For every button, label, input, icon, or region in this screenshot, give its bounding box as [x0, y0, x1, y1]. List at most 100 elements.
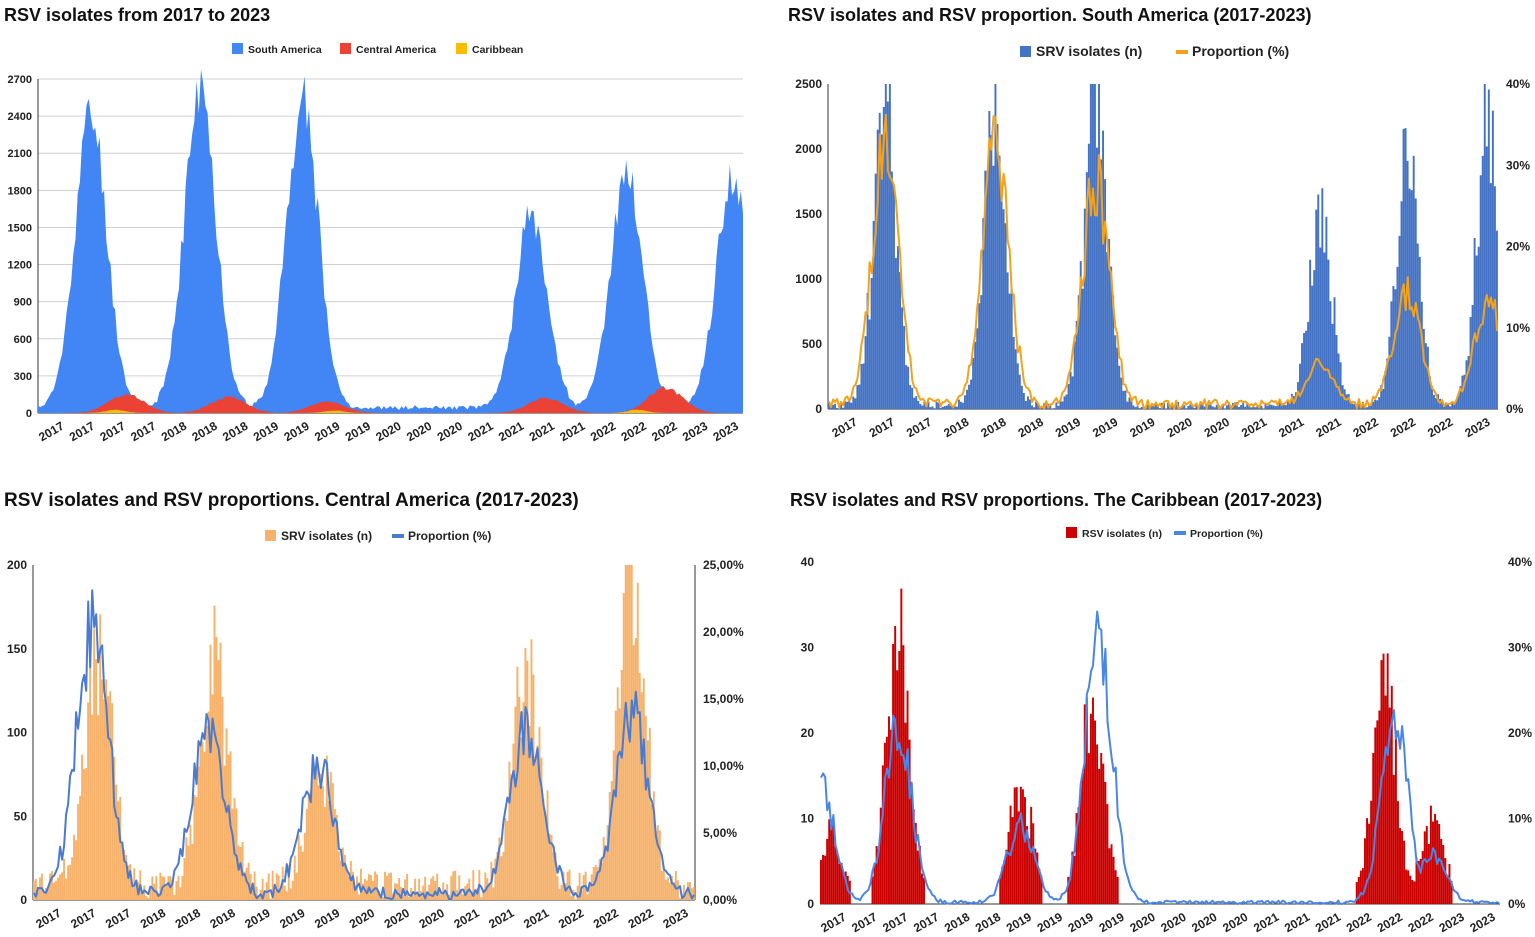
chart-svg: 0 500 1000 1500 2000 2500 0% 10% 20% 30% 40% 2017 20… [795, 43, 1530, 441]
y-tick-label: 900 [14, 297, 32, 309]
y-tick-label: 2100 [8, 148, 32, 160]
x-tick-label: 2021 [1313, 910, 1343, 936]
x-tick-label: 2023 [711, 419, 741, 445]
x-tick-label: 2017 [867, 415, 897, 441]
y-tick-label: 2500 [795, 77, 822, 91]
x-tick-label: 2022 [619, 419, 649, 445]
x-tick-label: 2022 [1406, 910, 1436, 936]
x-tick-label: 2021 [1282, 910, 1312, 936]
x-tick-label: 2023 [1467, 910, 1497, 936]
x-tick-label: 2020 [1202, 415, 1232, 441]
x-tick-label: 2022 [1388, 415, 1418, 441]
x-tick-label: 2019 [1066, 910, 1096, 936]
y2-tick-label: 0% [1506, 402, 1524, 416]
x-tick-label: 2017 [103, 906, 133, 932]
x-tick-label: 2021 [486, 906, 516, 932]
x-tick-label: 2018 [159, 419, 189, 445]
y-tick-label: 1800 [8, 185, 32, 197]
y-tick-label: 1500 [8, 222, 32, 234]
x-tick-label: 2020 [1127, 910, 1157, 936]
x-tick-label: 2019 [1097, 910, 1127, 936]
x-tick-label: 2020 [347, 906, 377, 932]
x-tick-label: 2020 [417, 906, 447, 932]
chart-title: RSV isolates and RSV proportions. The Ca… [790, 490, 1323, 510]
x-tick-label: 2017 [911, 910, 941, 936]
x-tick-label: 2017 [33, 906, 63, 932]
y-tick-label: 30 [801, 641, 815, 655]
x-tick-label: 2021 [527, 419, 557, 445]
x-tick-label: 2022 [1425, 415, 1455, 441]
y-tick-label: 0 [815, 402, 822, 416]
x-tick-label: 2019 [312, 906, 342, 932]
x-tick-label: 2022 [591, 906, 621, 932]
x-tick-label: 2018 [208, 906, 238, 932]
x-tick-label: 2021 [1251, 910, 1281, 936]
legend-swatch [340, 43, 351, 54]
legend-label: Caribbean [472, 44, 523, 56]
x-tick-label: 2021 [465, 419, 495, 445]
legend-swatch [1020, 46, 1031, 57]
x-tick-label: 2018 [942, 910, 972, 936]
x-tick-label: 2020 [382, 906, 412, 932]
chart-svg: 0 50 100 150 200 0,00% 5,00% 10,00% 15,00% 20,00%… [7, 529, 744, 932]
legend-swatch [456, 43, 467, 54]
chart-panel-caribbean: RSV isolates and RSV proportions. The Ca… [770, 480, 1535, 937]
legend-label: Central America [356, 44, 436, 56]
x-tick-label: 2023 [1462, 415, 1492, 441]
x-tick-label: 2017 [904, 415, 934, 441]
legend-swatch [1176, 50, 1188, 54]
y-tick-label: 200 [7, 558, 27, 572]
x-tick-label: 2017 [67, 419, 97, 445]
y-tick-label: 150 [7, 642, 27, 656]
x-tick-label: 2022 [588, 419, 618, 445]
x-tick-label: 2020 [373, 419, 403, 445]
x-tick-label: 2019 [1035, 910, 1065, 936]
x-tick-label: 2018 [978, 415, 1008, 441]
chart-panel-rsv-isolates: RSV isolates from 2017 to 2023 0 300 600 90… [0, 0, 760, 460]
x-tick-label: 2021 [521, 906, 551, 932]
legend-label: Proportion (%) [408, 529, 491, 543]
y2-tick-label: 10,00% [703, 759, 744, 773]
x-tick-label: 2019 [251, 419, 281, 445]
x-tick-label: 2019 [312, 419, 342, 445]
x-tick-label: 2021 [1313, 415, 1343, 441]
y-tick-label: 1200 [8, 260, 32, 272]
x-tick-label: 2018 [1016, 415, 1046, 441]
y2-tick-label: 25,00% [703, 558, 744, 572]
proportion-line [820, 610, 1500, 905]
x-tick-label: 2017 [880, 910, 910, 936]
x-tick-label: 2021 [1239, 415, 1269, 441]
x-tick-label: 2020 [1165, 415, 1195, 441]
y-tick-label: 0 [26, 408, 32, 420]
bar-series [820, 588, 1453, 904]
x-tick-label: 2021 [451, 906, 481, 932]
x-tick-label: 2017 [36, 419, 66, 445]
proportion-line [828, 113, 1498, 410]
legend-label: South America [248, 44, 322, 56]
x-tick-label: 2017 [68, 906, 98, 932]
y2-tick-label: 30% [1506, 158, 1530, 172]
y-tick-label: 500 [802, 337, 822, 351]
legend-swatch [1066, 527, 1077, 538]
x-tick-label: 2022 [649, 419, 679, 445]
proportion-line [33, 589, 695, 901]
y-tick-label: 600 [14, 334, 32, 346]
y-tick-label: 40 [801, 555, 815, 569]
y-tick-label: 300 [14, 371, 32, 383]
x-tick-label: 2019 [242, 906, 272, 932]
x-tick-label: 2020 [404, 419, 434, 445]
y-tick-label: 50 [14, 809, 28, 823]
legend-label: Proportion (%) [1190, 528, 1263, 540]
chart-title: RSV isolates from 2017 to 2023 [4, 5, 271, 25]
x-tick-label: 2018 [941, 415, 971, 441]
bar-series [828, 84, 1498, 409]
x-tick-label: 2019 [343, 419, 373, 445]
y-tick-label: 10 [801, 812, 815, 826]
x-tick-label: 2023 [1437, 910, 1467, 936]
legend-swatch [1174, 531, 1186, 535]
x-tick-label: 2019 [1053, 415, 1083, 441]
x-tick-label: 2017 [830, 415, 860, 441]
x-tick-label: 2018 [220, 419, 250, 445]
